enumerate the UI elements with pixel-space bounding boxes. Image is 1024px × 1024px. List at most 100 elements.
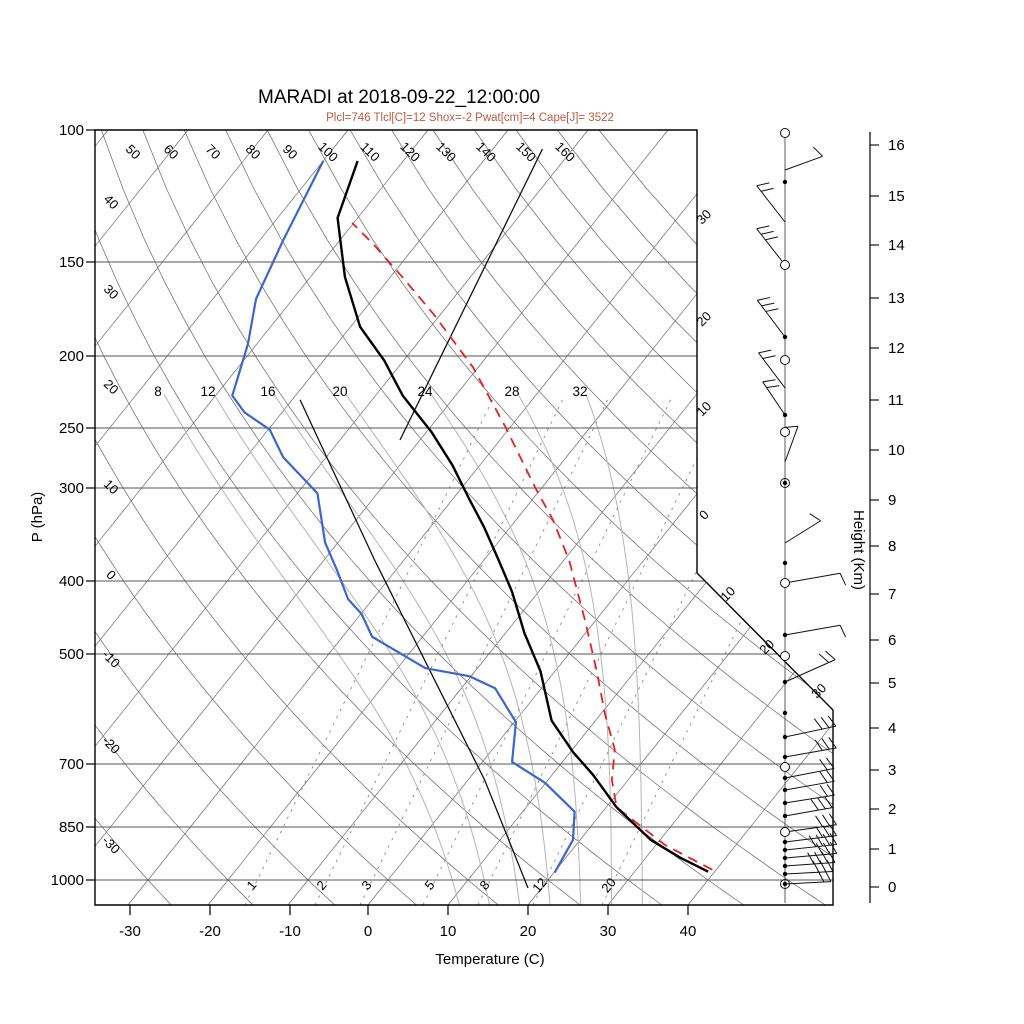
height-tick-label: 14 [888,237,905,254]
isotherm-line [367,130,833,905]
wind-barb-feather [819,771,828,783]
wind-level-dot [782,679,788,685]
wind-barb-feather [820,716,830,728]
wind-level-dot [782,334,788,340]
temperature-tick-label: -20 [199,923,221,940]
height-tick-label: 8 [888,538,896,555]
height-tick-label: 10 [888,442,905,459]
height-axis-label: Height (Km) [850,510,867,590]
wind-level-circle [780,651,790,661]
height-tick-label: 4 [888,720,896,737]
wind-level-circle [780,128,790,138]
wind-barb-feather [815,826,824,838]
temperature-curve [336,160,709,873]
moist-adiabat-label: 28 [504,384,519,399]
isotherm-label: 30 [808,680,829,701]
skewt-grid [95,130,833,905]
moist-adiabat-label: 32 [572,384,587,399]
height-axis [869,132,879,903]
dry-adiabat-line [266,130,833,905]
mixing-ratio-line [359,394,611,905]
wind-barb-feather [824,796,833,808]
wind-level-dot [782,734,788,740]
wind-barb-feather [819,860,827,873]
dry-adiabat-line [95,130,663,905]
dry-adiabat-line [308,130,833,905]
isotherm-line [527,130,833,905]
temperature-axis-label: Temperature (C) [435,951,544,968]
wind-level-circle [780,260,790,270]
isotherm-line [95,130,429,905]
wind-level-dot [782,800,788,806]
grid-value-labels: 50 60 70 80 90 100 110 120 130 140 150 160403020100… [51,122,905,940]
wind-barb-feather [825,650,836,661]
height-tick-label: 11 [888,392,904,409]
wind-level-dot [782,839,788,845]
dewpoint-curve [231,160,576,874]
wind-barb-feather [808,835,817,848]
wind-level-circle [780,879,790,889]
temperature-tick-label: 40 [680,923,697,940]
wind-level-dot [782,754,788,760]
moist-adiabat-label: 8 [154,384,162,399]
pressure-axis-label: P (hPa) [29,492,46,543]
mixing-accent-line [399,148,543,441]
wind-barb-staff [756,299,786,338]
dry-adiabat-line [183,130,833,905]
pressure-tick-label: 850 [59,819,84,836]
temperature-axis [129,905,689,915]
height-tick-label: 15 [888,188,905,205]
wind-barb-feather [826,859,834,872]
wind-barb-feather [809,513,821,522]
wind-barb-feather [766,385,780,389]
dry-adiabat-label: 160 [552,139,578,165]
height-tick-label: 9 [888,492,896,509]
wind-barb-feather [817,870,825,883]
moist-adiabat-label: 20 [332,384,347,399]
dry-adiabat-line [95,130,254,905]
pressure-tick-label: 150 [59,254,84,271]
moist-adiabat-line [430,393,582,905]
wind-barb-staff [784,844,837,851]
moist-accent-line [299,399,529,889]
temperature-tick-label: 10 [440,923,457,940]
isotherm-line [207,130,829,905]
dry-adiabat-line [95,130,335,905]
wind-level-dot [782,412,788,418]
pressure-gridlines [95,261,833,881]
height-tick-label: 12 [888,340,905,357]
pressure-tick-label: 100 [59,122,84,139]
wind-barb-staff [756,185,786,223]
wind-barb-feather [829,833,838,845]
wind-barb-feather [826,770,835,782]
dry-adiabat-line [142,130,826,905]
plot-frame [94,129,834,906]
wind-level-dot [782,813,788,819]
isotherm-line [95,130,109,905]
mixing-ratio-line [422,394,674,905]
dry-adiabat-label: 140 [473,139,499,165]
wind-level-dot [782,787,788,793]
moist-adiabat-line [585,393,643,905]
sounding-curves [231,148,713,889]
dry-adiabat-line [95,130,499,905]
wind-barb-staff [784,155,823,171]
wind-barb-feather [821,851,829,864]
isotherm-label: 0 [696,507,712,523]
wind-level-dot [782,480,788,486]
height-tick-label: 1 [888,841,896,858]
dry-adiabat-line [95,130,417,905]
wind-barb-feather [757,297,771,301]
pressure-tick-label: 1000 [51,872,84,889]
pressure-tick-label: 200 [59,348,84,365]
wind-barb-feather [822,814,830,827]
dry-adiabat-label: 150 [513,139,539,165]
pressure-tick-label: 700 [59,756,84,773]
wind-barb-feather [817,797,826,810]
wind-level-circle [780,427,790,437]
wind-barb-feather [785,425,799,428]
wind-level-dot [782,847,788,853]
mixing-ratio-label: 20 [598,875,619,896]
temperature-tick-label: 0 [364,923,372,940]
